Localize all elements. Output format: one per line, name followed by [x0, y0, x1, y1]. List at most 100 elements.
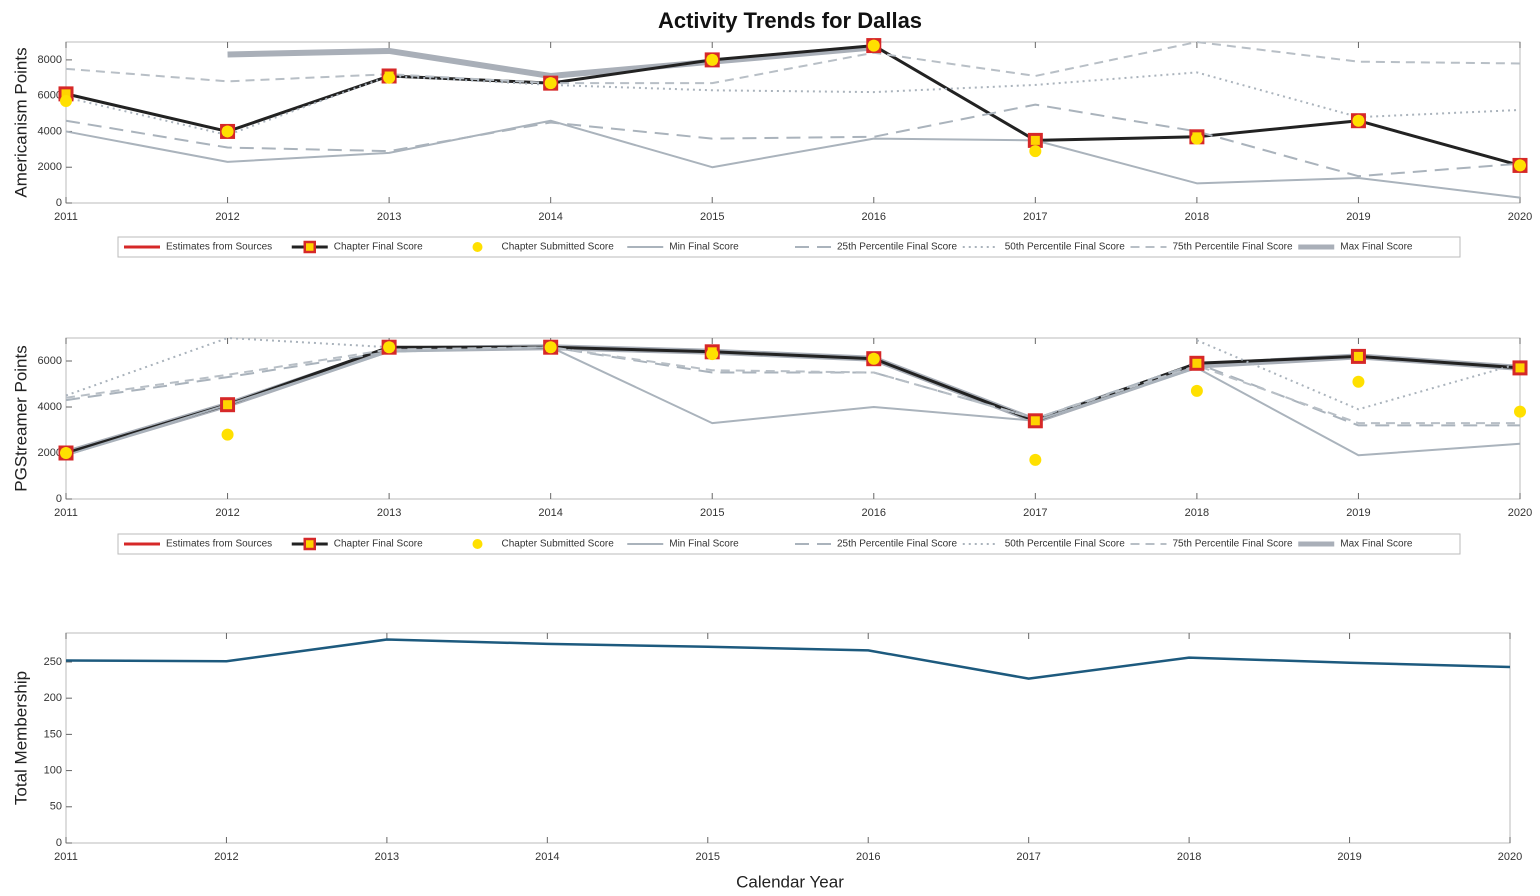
- x-tick-label: 2017: [1023, 507, 1047, 519]
- marker: [383, 71, 396, 84]
- legend-label: 75th Percentile Final Score: [1173, 242, 1294, 253]
- x-tick-label: 2016: [856, 851, 880, 863]
- x-tick-label: 2019: [1346, 211, 1370, 223]
- legend-label: Chapter Submitted Score: [502, 539, 615, 550]
- legend-label: 75th Percentile Final Score: [1173, 539, 1294, 550]
- y-tick-label: 2000: [38, 447, 62, 459]
- legend-box: [117, 236, 1461, 258]
- legend-swatch: [303, 537, 316, 551]
- marker: [1189, 355, 1205, 371]
- y-tick-label: 150: [44, 728, 62, 740]
- series-line: [65, 103, 1521, 178]
- x-tick-label: 2015: [696, 851, 720, 863]
- x-tick-label: 2013: [375, 851, 399, 863]
- legend-label: Min Final Score: [669, 539, 739, 550]
- y-axis-label: PGStreamer Points: [11, 345, 30, 491]
- x-tick-label: 2020: [1508, 507, 1532, 519]
- x-tick-label: 2015: [700, 507, 724, 519]
- legend-label: Estimates from Sources: [166, 539, 272, 550]
- marker: [60, 95, 72, 108]
- plot-area: [65, 41, 1521, 204]
- y-tick-label: 6000: [38, 90, 62, 102]
- legend-label: 25th Percentile Final Score: [837, 242, 958, 253]
- marker: [544, 77, 557, 90]
- legend-label: Max Final Score: [1340, 242, 1413, 253]
- marker: [1512, 360, 1528, 376]
- x-tick-label: 2020: [1498, 851, 1522, 863]
- x-tick-label: 2019: [1337, 851, 1361, 863]
- x-tick-label: 2012: [215, 211, 239, 223]
- plot-area: [65, 632, 1511, 844]
- series-line: [65, 346, 1520, 425]
- y-tick-label: 4000: [38, 401, 62, 413]
- series-line: [65, 345, 1521, 455]
- marker: [1190, 132, 1203, 145]
- x-tick-label: 2020: [1508, 211, 1532, 223]
- legend-label: Chapter Final Score: [334, 242, 423, 253]
- x-tick-label: 2014: [538, 211, 562, 223]
- x-tick-label: 2017: [1023, 211, 1047, 223]
- x-tick-label: 2014: [538, 507, 562, 519]
- marker: [1029, 145, 1042, 158]
- marker: [706, 53, 719, 66]
- x-tick-label: 2012: [215, 507, 239, 519]
- legend-swatch: [303, 240, 316, 254]
- plot-area: [65, 337, 1521, 500]
- y-axis-label: Total Membership: [11, 671, 30, 805]
- series-line: [65, 119, 1521, 199]
- y-tick-label: 4000: [38, 125, 62, 137]
- legend-swatch: [472, 539, 483, 549]
- y-tick-label: 0: [56, 493, 62, 505]
- marker: [60, 447, 72, 459]
- marker: [867, 352, 880, 365]
- legend-label: Chapter Submitted Score: [502, 242, 615, 253]
- x-tick-label: 2013: [377, 507, 401, 519]
- marker: [221, 125, 234, 138]
- x-tick-label: 2013: [377, 211, 401, 223]
- y-tick-label: 0: [56, 837, 62, 849]
- marker: [706, 348, 719, 361]
- legend: Estimates from Sources Chapter Final Scor…: [117, 533, 1461, 555]
- x-tick-label: 2018: [1185, 507, 1209, 519]
- marker: [1514, 405, 1526, 418]
- figure-title: Activity Trends for Dallas: [658, 8, 922, 33]
- y-tick-label: 50: [50, 801, 62, 813]
- series-line: [65, 44, 1521, 167]
- marker: [1027, 132, 1043, 148]
- x-tick-label: 2018: [1185, 211, 1209, 223]
- series-line: [65, 638, 1511, 680]
- marker: [544, 341, 557, 354]
- legend-label: Max Final Score: [1340, 539, 1413, 550]
- y-tick-label: 6000: [38, 355, 62, 367]
- y-tick-label: 0: [56, 197, 62, 209]
- x-tick-label: 2016: [862, 507, 886, 519]
- legend-label: 25th Percentile Final Score: [837, 539, 958, 550]
- x-tick-label: 2016: [862, 211, 886, 223]
- marker: [1029, 453, 1042, 466]
- legend-box: [117, 533, 1461, 555]
- marker: [221, 428, 234, 441]
- y-tick-label: 100: [44, 764, 62, 776]
- series-line: [65, 71, 1521, 137]
- x-tick-label: 2011: [54, 851, 78, 863]
- marker: [1514, 159, 1526, 172]
- marker: [1190, 384, 1203, 397]
- marker: [383, 341, 396, 354]
- y-tick-label: 8000: [38, 54, 62, 66]
- x-tick-label: 2017: [1016, 851, 1040, 863]
- x-tick-label: 2014: [535, 851, 559, 863]
- legend-swatch: [472, 242, 483, 252]
- x-tick-label: 2011: [54, 507, 78, 519]
- marker: [1352, 114, 1365, 127]
- legend: Estimates from Sources Chapter Final Scor…: [117, 236, 1461, 258]
- marker: [1350, 348, 1366, 364]
- y-axis-label: Americanism Points: [11, 47, 30, 197]
- y-tick-label: 2000: [38, 161, 62, 173]
- legend-label: 50th Percentile Final Score: [1005, 539, 1126, 550]
- legend-label: Chapter Final Score: [334, 539, 423, 550]
- series-line: [65, 346, 1521, 457]
- legend-label: 50th Percentile Final Score: [1005, 242, 1126, 253]
- series-line: [65, 337, 1521, 411]
- legend-label: Min Final Score: [669, 242, 739, 253]
